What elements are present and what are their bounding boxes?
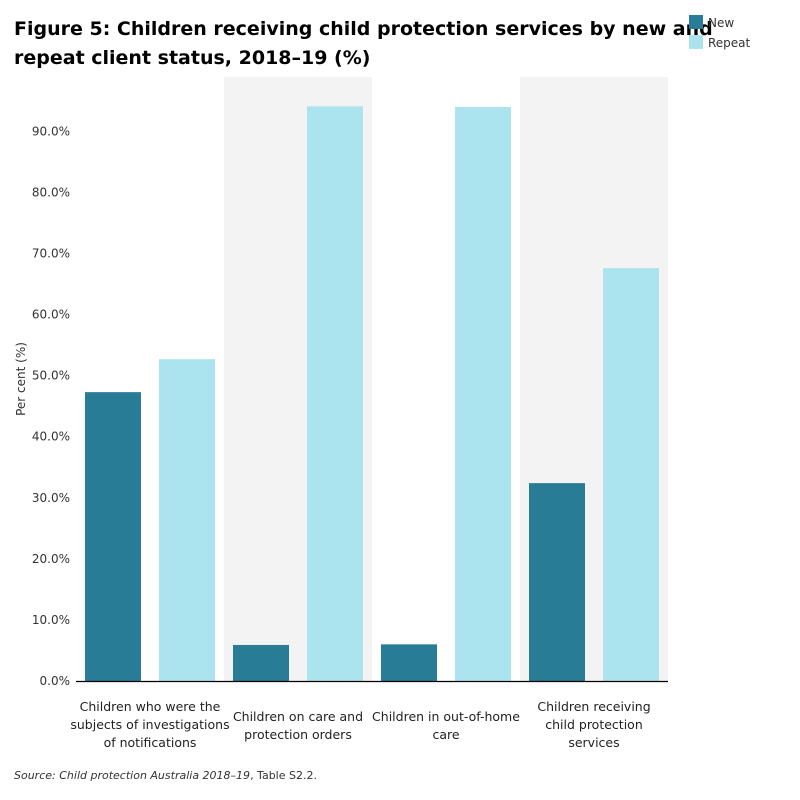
category-label: Children receiving	[537, 699, 650, 714]
bars	[85, 106, 659, 682]
source-rest: , Table S2.2.	[250, 769, 317, 782]
bar-new	[85, 392, 141, 681]
source-prefix: Source:	[14, 769, 59, 782]
legend-label-repeat: Repeat	[708, 36, 751, 50]
y-axis-ticks: 0.0% 10.0% 20.0% 30.0% 40.0% 50.0% 60.0% 70.0% 8…	[32, 124, 70, 688]
x-axis-categories: Children who were the subjects of investi…	[70, 699, 650, 750]
y-tick-label: 30.0%	[32, 491, 70, 505]
chart-title-line-2: repeat client status, 2018–19 (%)	[14, 47, 370, 69]
category-label: services	[568, 735, 619, 750]
bar-new	[381, 644, 437, 681]
bar-repeat	[455, 106, 511, 682]
bar-new	[233, 644, 289, 681]
legend-swatch-repeat	[689, 35, 703, 49]
y-tick-label: 10.0%	[32, 613, 70, 627]
y-tick-label: 0.0%	[40, 674, 71, 688]
source-title: Child protection Australia 2018–19	[59, 769, 250, 782]
category-bands	[224, 77, 668, 681]
bar-repeat	[159, 359, 215, 681]
y-axis-label: Per cent (%)	[14, 342, 28, 416]
category-label: care	[432, 727, 459, 742]
category-label: Children in out-of-home	[372, 709, 520, 724]
y-tick-label: 70.0%	[32, 246, 70, 260]
y-tick-label: 20.0%	[32, 552, 70, 566]
category-label: protection orders	[244, 727, 352, 742]
category-label: subjects of investigations	[70, 717, 229, 732]
bar-repeat	[603, 268, 659, 681]
legend-label-new: New	[708, 16, 734, 30]
bar-repeat	[307, 106, 363, 682]
category-label: Children who were the	[80, 699, 221, 714]
y-tick-label: 50.0%	[32, 369, 70, 383]
category-label: child protection	[545, 717, 643, 732]
legend-swatch-new	[689, 15, 703, 29]
y-tick-label: 80.0%	[32, 185, 70, 199]
y-tick-label: 40.0%	[32, 430, 70, 444]
category-label: Children on care and	[233, 709, 363, 724]
bar-new	[529, 483, 585, 681]
source-note: Source: Child protection Australia 2018–…	[14, 769, 317, 782]
chart-title-line-1: Figure 5: Children receiving child prote…	[14, 18, 713, 40]
y-tick-label: 90.0%	[32, 124, 70, 138]
category-label: of notifications	[104, 735, 197, 750]
legend: New Repeat	[689, 15, 751, 50]
y-tick-label: 60.0%	[32, 308, 70, 322]
